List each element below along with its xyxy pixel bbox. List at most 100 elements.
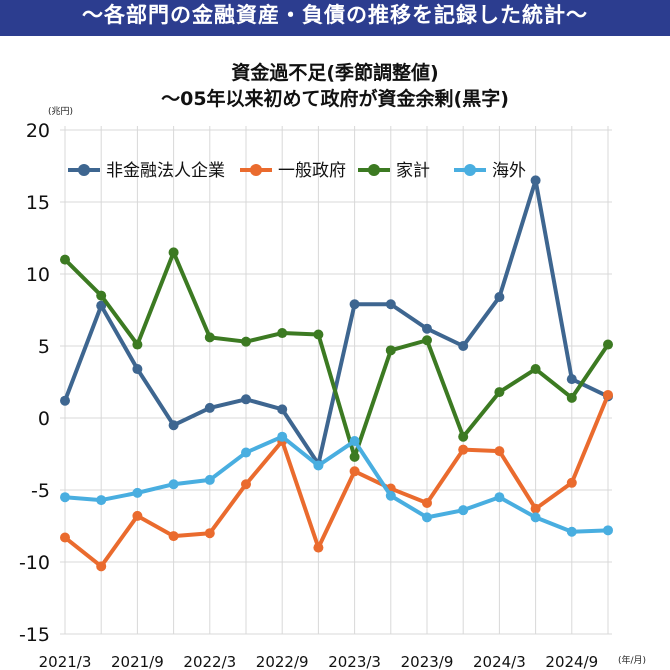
x-axis-ticks: 2021/3 2021/9 2022/3 2022/9 2023/3 2023/9 2024…	[39, 653, 599, 670]
data-point	[566, 477, 577, 488]
chart-title: 資金過不足(季節調整値)	[231, 62, 439, 84]
data-point	[530, 503, 541, 514]
legend-entry: 家計	[358, 161, 430, 181]
series-overseas	[60, 431, 613, 537]
legend-swatch-marker	[464, 164, 476, 176]
data-point	[530, 175, 541, 186]
banner-title: 〜各部門の金融資産・負債の推移を記録した統計〜	[82, 3, 588, 27]
series-lines	[60, 175, 613, 572]
data-point	[313, 542, 324, 553]
data-point	[313, 460, 324, 471]
legend-swatch-marker	[250, 164, 262, 176]
data-point	[132, 487, 143, 498]
chart-subtitle: 〜05年以来初めて政府が資金余剰(黒字)	[161, 88, 509, 110]
data-point	[566, 374, 577, 385]
data-point	[494, 492, 505, 503]
legend-swatch-marker	[78, 164, 90, 176]
data-point	[603, 525, 613, 536]
data-point	[422, 512, 432, 523]
data-point	[422, 497, 432, 508]
data-point	[494, 387, 505, 398]
legend-label: 一般政府	[278, 161, 346, 181]
data-point	[168, 479, 179, 490]
data-point	[204, 528, 215, 539]
data-point	[60, 395, 70, 406]
legend-entry: 海外	[454, 161, 526, 181]
y-tick-label: -5	[31, 480, 50, 502]
data-point	[530, 364, 541, 375]
x-axis-unit: (年/月)	[618, 656, 647, 666]
y-tick-label: 10	[26, 264, 50, 286]
y-tick-label: 0	[38, 408, 50, 430]
series-corporate	[60, 175, 613, 470]
x-tick-label: 2021/3	[39, 653, 92, 670]
y-axis-ticks: 20 15 10 5 0 -5 -10 -15	[19, 120, 50, 646]
legend-label: 家計	[396, 161, 430, 181]
data-point	[603, 339, 613, 350]
series-line	[63, 178, 610, 467]
data-point	[422, 335, 432, 346]
data-point	[458, 444, 469, 455]
data-point	[241, 394, 251, 405]
data-point	[385, 345, 396, 356]
data-point	[168, 531, 179, 542]
data-point	[132, 510, 143, 521]
y-tick-label: 15	[26, 192, 50, 214]
data-point	[349, 299, 360, 310]
header-banner: 〜各部門の金融資産・負債の推移を記録した統計〜	[0, 0, 670, 36]
data-point	[530, 512, 541, 523]
series-household	[60, 247, 613, 462]
legend-entry: 一般政府	[240, 161, 346, 181]
data-point	[96, 495, 107, 506]
legend-entry: 非金融法人企業	[68, 161, 225, 181]
data-point	[349, 466, 360, 477]
x-tick-label: 2022/3	[183, 653, 236, 670]
data-point	[204, 402, 215, 413]
data-point	[385, 490, 396, 501]
x-tick-label: 2023/3	[328, 653, 381, 670]
data-point	[96, 300, 107, 311]
data-point	[241, 479, 251, 490]
series-line	[63, 250, 610, 459]
grid	[60, 126, 612, 635]
data-point	[458, 341, 469, 351]
series-government	[60, 389, 613, 572]
data-point	[168, 247, 179, 258]
x-tick-label: 2024/3	[473, 653, 526, 670]
data-point	[241, 447, 251, 458]
data-point	[494, 292, 505, 303]
data-point	[277, 328, 288, 339]
data-point	[313, 329, 324, 340]
y-tick-label: -15	[19, 624, 50, 646]
data-point	[349, 451, 360, 462]
data-point	[168, 420, 179, 431]
data-point	[277, 404, 288, 415]
x-tick-label: 2023/9	[401, 653, 454, 670]
legend-label: 非金融法人企業	[106, 161, 225, 181]
data-point	[566, 392, 577, 403]
data-point	[132, 364, 143, 375]
data-point	[494, 446, 505, 457]
x-tick-label: 2024/9	[545, 653, 598, 670]
data-point	[60, 532, 70, 543]
y-tick-label: 5	[38, 336, 50, 358]
data-point	[60, 492, 70, 503]
data-point	[277, 431, 288, 442]
series-line	[63, 434, 610, 534]
y-axis-unit: (兆円)	[48, 107, 74, 117]
data-point	[422, 323, 432, 334]
x-tick-label: 2022/9	[256, 653, 309, 670]
data-point	[132, 339, 143, 350]
data-point	[603, 389, 613, 400]
x-tick-label: 2021/9	[111, 653, 164, 670]
legend-label: 海外	[492, 161, 526, 181]
data-point	[204, 332, 215, 343]
data-point	[204, 474, 215, 485]
legend: 非金融法人企業 一般政府 家計 海外	[68, 161, 526, 181]
series-line	[63, 392, 610, 569]
data-point	[349, 436, 360, 447]
data-point	[385, 299, 396, 310]
data-point	[458, 431, 469, 442]
data-point	[241, 336, 251, 347]
